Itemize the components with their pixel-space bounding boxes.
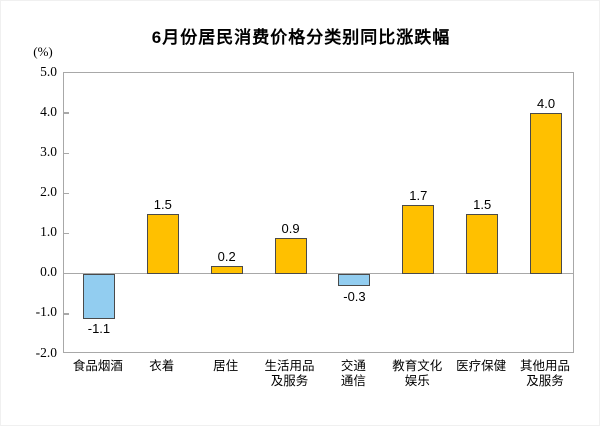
bar-value-label: 0.2 [217, 248, 236, 264]
y-tick-label: 3.0 [40, 143, 57, 159]
y-tick-mark [64, 112, 69, 114]
bar [338, 274, 371, 287]
y-axis-unit-label: (%) [33, 44, 53, 59]
plot-area: -1.1 1.5 0.2 0.9 -0.3 1.7 1.5 4.0 [63, 72, 574, 353]
chart-title: 6月份居民消费价格分类别同比涨跌幅 [151, 28, 451, 47]
x-category-label: 衣着 [149, 359, 175, 373]
y-tick-label: 4.0 [40, 103, 57, 119]
x-category-label: 交通 通信 [340, 359, 366, 388]
bar [274, 237, 307, 274]
bar [146, 213, 179, 274]
bar-value-label: 1.5 [473, 196, 492, 212]
y-tick-label: 5.0 [40, 63, 57, 79]
y-tick-mark [64, 192, 69, 195]
y-tick-label: -1.0 [35, 304, 57, 320]
bar [402, 205, 435, 274]
bar [82, 274, 115, 319]
x-category-label: 其他用品 及服务 [520, 359, 571, 388]
bar [210, 265, 243, 274]
bar [530, 113, 563, 274]
x-category-label: 教育文化 娱乐 [392, 359, 443, 388]
bar-value-label: 0.9 [281, 220, 300, 236]
x-category-label: 食品烟酒 [72, 359, 123, 373]
y-tick-label: 1.0 [40, 224, 57, 240]
x-category-label: 医疗保健 [456, 359, 507, 373]
bar-value-label: 1.5 [153, 196, 172, 212]
y-tick-mark [64, 232, 69, 235]
y-tick-label: 0.0 [40, 264, 57, 280]
y-tick-mark [64, 152, 69, 155]
bar-value-label: 1.7 [409, 188, 428, 204]
y-tick-label: -2.0 [35, 344, 57, 360]
bar-value-label: -1.1 [87, 320, 111, 336]
y-tick-label: 2.0 [40, 183, 57, 199]
x-category-label: 生活用品 及服务 [264, 359, 315, 388]
x-category-label: 居住 [213, 359, 239, 373]
bar-value-label: 4.0 [537, 96, 556, 112]
y-tick-mark [64, 313, 69, 315]
zero-axis-line [64, 272, 573, 275]
bar [466, 213, 499, 274]
bar-value-label: -0.3 [343, 288, 366, 304]
